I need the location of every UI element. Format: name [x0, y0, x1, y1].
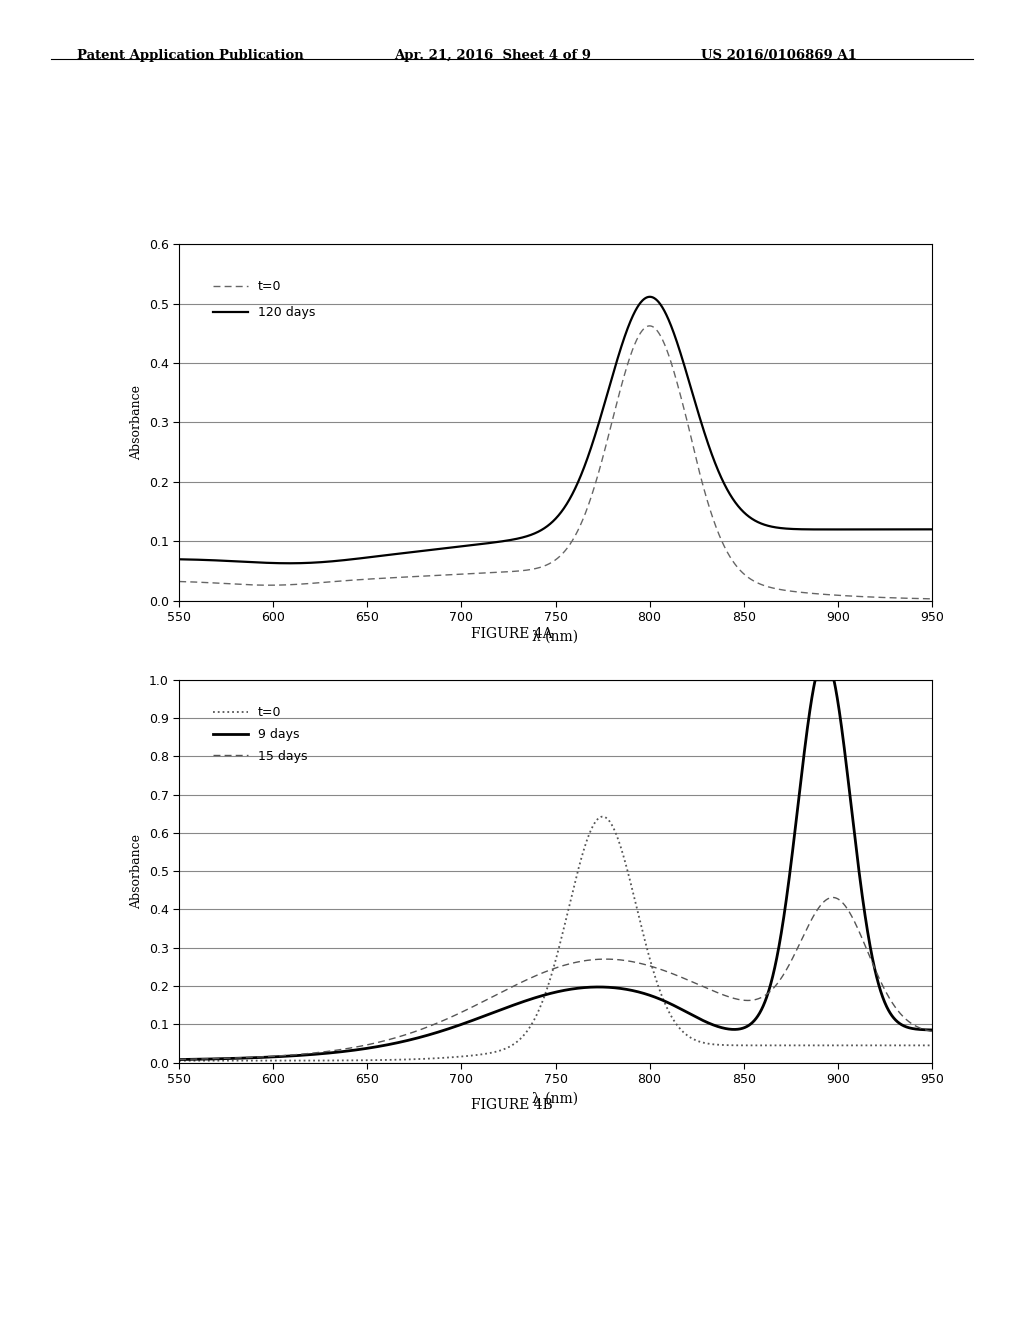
9 days	[462, 1014, 474, 1030]
t=0	[926, 1038, 938, 1053]
t=0	[495, 1043, 507, 1059]
15 days	[303, 1045, 315, 1061]
Text: US 2016/0106869 A1: US 2016/0106869 A1	[701, 49, 857, 62]
9 days	[303, 1047, 315, 1063]
120 days	[284, 556, 296, 572]
t=0	[173, 574, 185, 590]
Text: Apr. 21, 2016  Sheet 4 of 9: Apr. 21, 2016 Sheet 4 of 9	[394, 49, 591, 62]
Legend: t=0, 9 days, 15 days: t=0, 9 days, 15 days	[208, 701, 312, 768]
15 days	[911, 1019, 924, 1035]
Line: 15 days: 15 days	[179, 898, 932, 1060]
9 days	[173, 1052, 185, 1068]
9 days	[495, 1002, 507, 1018]
9 days	[926, 1022, 938, 1038]
t=0	[259, 1053, 271, 1069]
15 days	[926, 1023, 938, 1039]
15 days	[259, 1049, 271, 1065]
Line: t=0: t=0	[179, 326, 932, 599]
120 days	[911, 521, 924, 537]
t=0	[926, 591, 938, 607]
X-axis label: λ (nm): λ (nm)	[532, 630, 579, 644]
Line: 120 days: 120 days	[179, 297, 932, 564]
15 days	[830, 890, 843, 906]
120 days	[259, 554, 271, 570]
120 days	[495, 533, 507, 549]
Line: 9 days: 9 days	[179, 680, 932, 1060]
t=0	[596, 809, 608, 825]
120 days	[644, 289, 656, 305]
9 days	[911, 1022, 924, 1038]
Text: FIGURE 4B: FIGURE 4B	[471, 1098, 553, 1113]
15 days	[826, 890, 839, 906]
120 days	[304, 554, 316, 570]
Text: FIGURE 4A: FIGURE 4A	[471, 627, 553, 642]
120 days	[926, 521, 938, 537]
120 days	[173, 552, 185, 568]
t=0	[462, 1048, 474, 1064]
9 days	[830, 684, 843, 700]
t=0	[911, 1038, 924, 1053]
t=0	[830, 1038, 843, 1053]
15 days	[495, 985, 507, 1001]
Y-axis label: Absorbance: Absorbance	[130, 834, 143, 908]
Line: t=0: t=0	[179, 817, 932, 1061]
X-axis label: λ (nm): λ (nm)	[532, 1092, 579, 1106]
9 days	[809, 672, 821, 688]
120 days	[462, 537, 474, 553]
120 days	[830, 521, 843, 537]
t=0	[259, 577, 271, 593]
t=0	[643, 318, 655, 334]
t=0	[462, 566, 474, 582]
t=0	[173, 1053, 185, 1069]
Legend: t=0, 120 days: t=0, 120 days	[208, 276, 321, 323]
9 days	[259, 1049, 271, 1065]
15 days	[173, 1052, 185, 1068]
Text: Patent Application Publication: Patent Application Publication	[77, 49, 303, 62]
Y-axis label: Absorbance: Absorbance	[130, 385, 143, 459]
t=0	[911, 590, 924, 606]
t=0	[830, 587, 843, 603]
t=0	[495, 564, 507, 579]
t=0	[303, 576, 315, 591]
15 days	[462, 1002, 474, 1018]
t=0	[303, 1052, 315, 1068]
